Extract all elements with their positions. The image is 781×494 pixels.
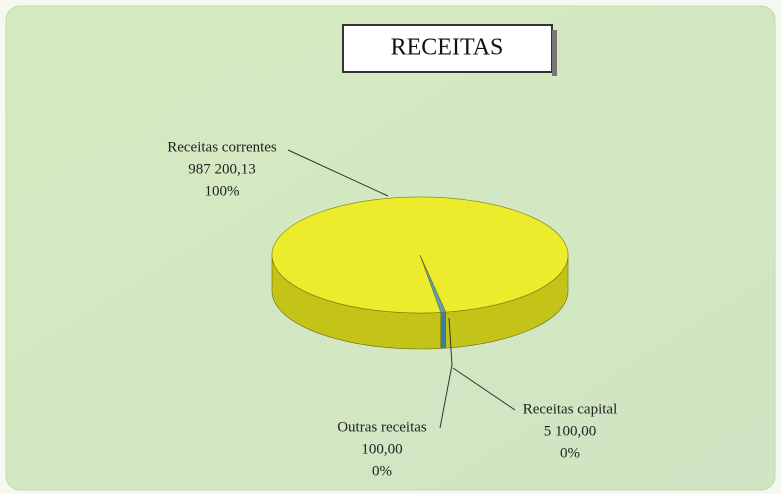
chart-title: RECEITAS xyxy=(391,35,504,61)
leader-line xyxy=(448,317,453,366)
title-shadow xyxy=(552,30,557,76)
slice-label: Receitas capital xyxy=(523,401,618,417)
value-label: 5 100,00 xyxy=(544,423,597,439)
leader-line xyxy=(287,149,389,197)
slice-side xyxy=(440,311,446,349)
leader-line xyxy=(452,367,516,411)
percent-label: 0% xyxy=(372,463,392,479)
percent-label: 100% xyxy=(205,183,240,199)
slice-label: Receitas correntes xyxy=(167,139,277,155)
value-label: 100,00 xyxy=(361,441,402,457)
value-label: 987 200,13 xyxy=(188,161,256,177)
slice xyxy=(419,254,447,313)
slice-label: Outras receitas xyxy=(337,419,427,435)
title-box xyxy=(342,24,553,73)
leader-line xyxy=(439,364,453,429)
percent-label: 0% xyxy=(560,445,580,461)
pie xyxy=(271,196,569,350)
